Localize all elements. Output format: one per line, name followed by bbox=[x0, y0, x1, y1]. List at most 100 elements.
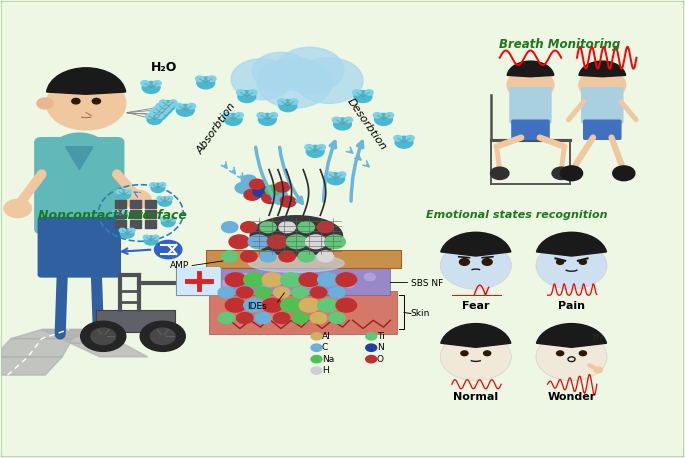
Text: Emotional states recognition: Emotional states recognition bbox=[426, 210, 608, 220]
Bar bbox=[206, 251, 401, 268]
Circle shape bbox=[47, 77, 126, 130]
Text: Ti: Ti bbox=[377, 332, 384, 341]
Circle shape bbox=[162, 218, 175, 227]
Circle shape bbox=[366, 333, 377, 340]
Text: Noncontact Interface: Noncontact Interface bbox=[38, 209, 187, 222]
Circle shape bbox=[160, 183, 166, 187]
Circle shape bbox=[218, 287, 234, 298]
Circle shape bbox=[229, 235, 249, 249]
Circle shape bbox=[147, 114, 162, 125]
Circle shape bbox=[153, 81, 161, 86]
Wedge shape bbox=[440, 324, 511, 347]
Circle shape bbox=[244, 189, 260, 200]
Circle shape bbox=[282, 273, 293, 281]
Circle shape bbox=[507, 69, 554, 101]
Circle shape bbox=[325, 235, 345, 249]
Text: Fear: Fear bbox=[462, 301, 490, 311]
Circle shape bbox=[262, 192, 278, 203]
Circle shape bbox=[166, 104, 173, 108]
Polygon shape bbox=[66, 147, 93, 169]
Circle shape bbox=[311, 355, 322, 363]
Circle shape bbox=[157, 196, 163, 201]
Circle shape bbox=[117, 190, 131, 199]
Text: Desorbtion: Desorbtion bbox=[345, 96, 388, 152]
Text: SBS NF: SBS NF bbox=[411, 279, 443, 288]
Circle shape bbox=[92, 98, 101, 104]
Circle shape bbox=[72, 98, 80, 104]
Circle shape bbox=[121, 229, 134, 238]
Circle shape bbox=[195, 76, 203, 82]
Bar bbox=[209, 291, 397, 334]
Circle shape bbox=[298, 251, 314, 262]
Circle shape bbox=[223, 113, 231, 118]
Circle shape bbox=[124, 190, 151, 208]
Circle shape bbox=[224, 114, 242, 125]
Wedge shape bbox=[507, 61, 553, 77]
Circle shape bbox=[238, 91, 256, 103]
Circle shape bbox=[557, 260, 564, 264]
Circle shape bbox=[327, 173, 345, 185]
Circle shape bbox=[325, 172, 334, 177]
Circle shape bbox=[332, 117, 340, 122]
Circle shape bbox=[557, 351, 564, 356]
Circle shape bbox=[197, 77, 214, 89]
Wedge shape bbox=[536, 324, 606, 347]
Circle shape bbox=[364, 273, 375, 281]
Bar bbox=[145, 200, 156, 207]
Ellipse shape bbox=[249, 254, 344, 273]
Circle shape bbox=[484, 260, 490, 264]
Circle shape bbox=[156, 104, 163, 108]
Circle shape bbox=[317, 251, 334, 262]
Text: Normal: Normal bbox=[453, 392, 499, 402]
Circle shape bbox=[240, 251, 257, 262]
Circle shape bbox=[170, 100, 177, 104]
Circle shape bbox=[240, 222, 257, 233]
FancyBboxPatch shape bbox=[38, 218, 121, 277]
Bar bbox=[115, 200, 126, 207]
Circle shape bbox=[140, 321, 185, 351]
Bar bbox=[177, 267, 220, 295]
Circle shape bbox=[143, 235, 149, 239]
Circle shape bbox=[151, 110, 166, 120]
Circle shape bbox=[365, 90, 373, 95]
Circle shape bbox=[580, 351, 586, 356]
Circle shape bbox=[292, 287, 308, 298]
Circle shape bbox=[317, 222, 334, 233]
Circle shape bbox=[225, 273, 246, 287]
Circle shape bbox=[386, 113, 394, 118]
Circle shape bbox=[373, 113, 382, 118]
Circle shape bbox=[536, 333, 607, 381]
Text: AMP: AMP bbox=[169, 261, 188, 270]
Circle shape bbox=[265, 185, 280, 195]
Ellipse shape bbox=[35, 133, 124, 234]
Circle shape bbox=[253, 186, 269, 197]
Circle shape bbox=[336, 273, 356, 287]
Circle shape bbox=[279, 251, 295, 262]
Circle shape bbox=[311, 367, 322, 374]
Circle shape bbox=[490, 167, 509, 180]
Polygon shape bbox=[0, 357, 62, 375]
Circle shape bbox=[236, 90, 245, 95]
Circle shape bbox=[329, 287, 345, 298]
Circle shape bbox=[151, 328, 175, 344]
Circle shape bbox=[281, 299, 301, 312]
Bar bbox=[145, 210, 156, 218]
Circle shape bbox=[141, 81, 149, 86]
Circle shape bbox=[299, 299, 320, 312]
Circle shape bbox=[255, 312, 271, 323]
Circle shape bbox=[366, 344, 377, 351]
Circle shape bbox=[536, 242, 607, 289]
Circle shape bbox=[249, 90, 257, 95]
Circle shape bbox=[295, 58, 363, 104]
Circle shape bbox=[166, 196, 173, 201]
Circle shape bbox=[37, 98, 53, 109]
Bar bbox=[130, 200, 141, 207]
Circle shape bbox=[298, 222, 314, 233]
Circle shape bbox=[317, 145, 325, 150]
Text: H: H bbox=[322, 366, 329, 375]
Circle shape bbox=[482, 259, 492, 265]
Circle shape bbox=[267, 235, 288, 249]
Circle shape bbox=[394, 136, 402, 141]
Text: Wonder: Wonder bbox=[547, 392, 596, 402]
Circle shape bbox=[257, 58, 332, 108]
